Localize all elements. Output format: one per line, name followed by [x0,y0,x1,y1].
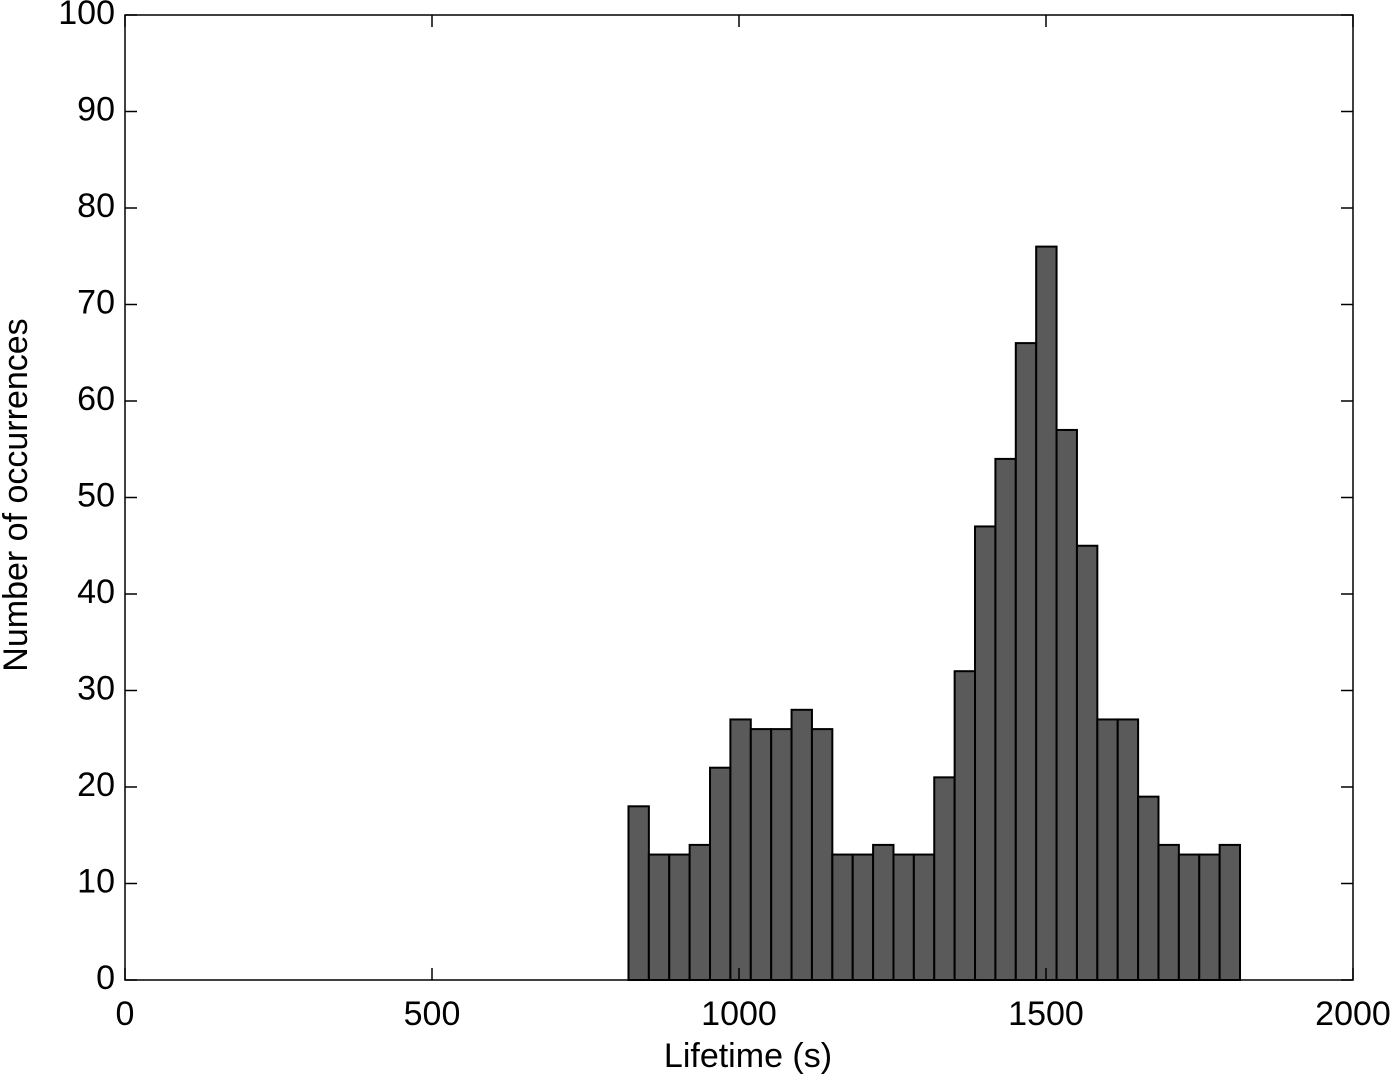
bar [1116,718,1140,981]
bar [627,805,650,981]
bar [1157,843,1180,982]
bar [1014,342,1038,982]
bar [1035,245,1058,982]
y-tick-label: 20 [77,766,115,804]
x-tick-label: 1500 [1008,995,1084,1033]
x-tick-label: 1000 [701,995,777,1033]
y-tick-label: 40 [77,573,115,611]
bar [933,776,956,981]
x-tick-label: 500 [404,995,461,1033]
bar [688,843,712,982]
bar [912,853,936,981]
bar [709,766,732,982]
bar [1137,795,1160,982]
bar [831,853,854,981]
y-tick-label: 0 [96,959,115,997]
x-axis-label: Lifetime (s) [664,1037,832,1075]
bar [1055,428,1078,981]
bar [892,853,915,981]
bar [729,718,752,981]
y-tick-label: 30 [77,669,115,707]
x-tick-label: 2000 [1315,995,1391,1033]
y-tick-label: 50 [77,476,115,514]
bar [1075,544,1099,981]
bar [974,525,997,981]
bar [1218,843,1242,982]
y-tick-label: 10 [77,862,115,900]
x-tick-label: 0 [116,995,135,1033]
bar [749,728,773,981]
bar [770,728,793,981]
bar [790,708,813,981]
bar [1177,853,1201,981]
y-tick-label: 70 [77,283,115,321]
bar [953,670,977,981]
bar [994,457,1017,981]
bar [851,853,875,981]
bar [1198,853,1221,981]
y-tick-label: 60 [77,380,115,418]
y-tick-label: 100 [58,0,115,32]
bar [810,728,834,981]
bar [668,853,691,981]
y-tick-label: 90 [77,90,115,128]
y-tick-label: 80 [77,187,115,225]
bar [647,853,671,981]
bar [872,843,895,982]
y-axis-label: Number of occurrences [0,318,35,671]
bar [1096,718,1119,981]
